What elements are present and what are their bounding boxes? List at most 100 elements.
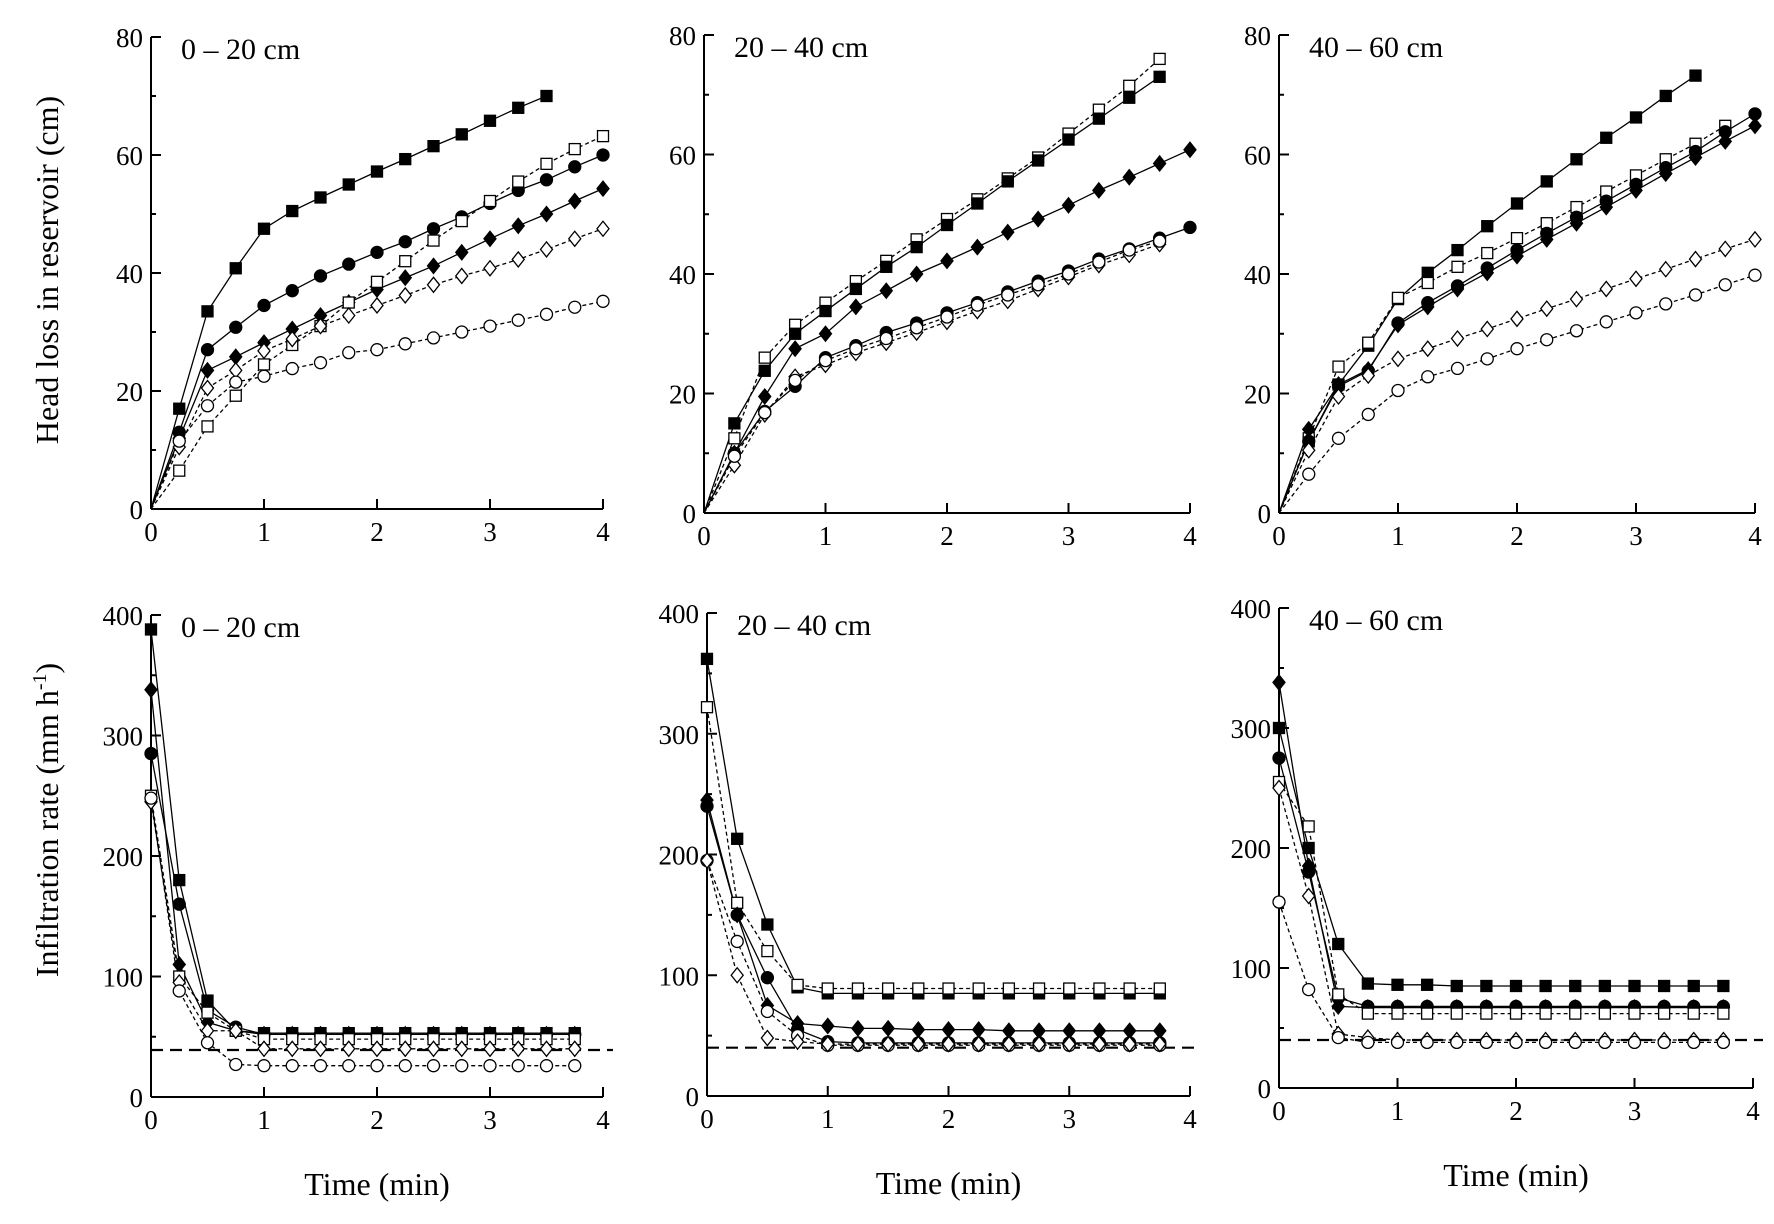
data-point xyxy=(700,701,714,714)
data-point xyxy=(483,1059,497,1073)
data-point xyxy=(881,1019,895,1037)
data-point xyxy=(1450,1035,1464,1050)
data-point xyxy=(912,982,925,995)
y-tick-label: 300 xyxy=(659,720,700,750)
y-tick-label: 400 xyxy=(103,601,144,631)
data-point xyxy=(257,298,271,313)
data-point xyxy=(341,1040,356,1058)
data-point xyxy=(483,1040,497,1058)
series-line xyxy=(150,228,604,510)
data-point xyxy=(342,345,356,360)
x-tick-label: 2 xyxy=(370,1105,384,1135)
series-line xyxy=(706,860,1160,1045)
data-point xyxy=(730,966,745,984)
data-point xyxy=(454,243,469,261)
data-point xyxy=(483,114,497,127)
data-point xyxy=(568,142,581,156)
data-point xyxy=(370,1040,384,1058)
data-point xyxy=(455,214,468,228)
data-point xyxy=(285,1040,300,1058)
data-point xyxy=(596,148,610,162)
data-point xyxy=(1122,1035,1137,1053)
y-tick-label: 60 xyxy=(669,141,696,171)
data-point xyxy=(1629,306,1643,320)
y-tick-label: 100 xyxy=(103,963,144,993)
data-point xyxy=(540,89,553,103)
data-point xyxy=(398,235,412,249)
data-point xyxy=(257,1040,271,1058)
y-tick-label: 200 xyxy=(659,841,700,871)
data-point xyxy=(700,799,714,813)
data-point xyxy=(1032,1035,1046,1053)
data-point xyxy=(1031,278,1045,292)
data-point xyxy=(971,1035,986,1053)
series-line xyxy=(150,135,604,510)
data-point xyxy=(567,192,582,210)
data-point xyxy=(1093,982,1106,995)
x-tick-label: 3 xyxy=(1063,1104,1077,1134)
data-point xyxy=(791,978,804,992)
data-point xyxy=(399,152,412,166)
data-point xyxy=(941,1021,956,1039)
data-point xyxy=(909,265,924,283)
data-point xyxy=(173,402,186,415)
data-point xyxy=(1657,1007,1671,1020)
data-point xyxy=(818,353,833,368)
data-point xyxy=(1480,352,1494,366)
data-point xyxy=(1628,1007,1641,1020)
data-point xyxy=(539,1040,554,1058)
data-point xyxy=(1540,333,1554,347)
data-point xyxy=(1123,91,1136,104)
data-point xyxy=(1450,979,1463,993)
data-point xyxy=(1539,1007,1552,1020)
data-point xyxy=(1509,1035,1523,1050)
series-line xyxy=(150,629,575,1034)
series-line xyxy=(1278,125,1726,514)
data-point xyxy=(972,982,985,995)
data-point xyxy=(342,257,356,271)
data-point xyxy=(1361,367,1376,385)
data-point xyxy=(200,343,215,357)
data-point xyxy=(909,321,924,335)
series-line xyxy=(706,799,1160,1032)
data-point xyxy=(1123,982,1136,995)
data-point xyxy=(728,417,741,430)
data-point xyxy=(820,1035,835,1053)
data-point xyxy=(942,982,955,995)
x-tick-label: 1 xyxy=(819,521,833,551)
y-tick-label: 20 xyxy=(116,377,143,407)
x-tick-label: 1 xyxy=(821,1104,835,1134)
y-tick-label: 100 xyxy=(1231,954,1272,984)
x-tick-label: 0 xyxy=(1272,521,1286,551)
data-point xyxy=(1272,673,1286,691)
chart-panel-6: 0 1 2 3 4 0 100 200 300 400 40 – 60 cm Time (min) xyxy=(1231,594,1763,1193)
data-point xyxy=(1061,196,1076,214)
data-point xyxy=(1627,1035,1642,1050)
data-point xyxy=(172,434,186,448)
data-point xyxy=(1301,865,1316,879)
data-point xyxy=(1421,266,1434,279)
data-point xyxy=(201,420,214,433)
data-point xyxy=(511,250,526,268)
x-tick-label: 3 xyxy=(1629,521,1643,551)
series-line xyxy=(1278,787,1724,1041)
data-point xyxy=(1002,1035,1016,1053)
data-point xyxy=(370,1059,384,1073)
data-point xyxy=(200,361,215,379)
x-tick-label: 2 xyxy=(370,517,384,547)
data-point xyxy=(1657,1035,1671,1050)
data-point xyxy=(173,873,186,887)
series-line xyxy=(150,798,575,1067)
data-point xyxy=(1540,175,1553,188)
series-line xyxy=(703,76,1160,514)
y-tick-label: 60 xyxy=(1244,141,1271,171)
y-tick-label: 80 xyxy=(116,23,143,53)
series-line xyxy=(1278,757,1724,1008)
data-point xyxy=(483,194,497,208)
data-point xyxy=(342,296,355,309)
panel-title: 0 – 20 cm xyxy=(181,611,300,644)
data-point xyxy=(1332,988,1345,1001)
data-point xyxy=(370,165,384,178)
data-point xyxy=(313,1040,328,1058)
data-point xyxy=(880,260,893,273)
